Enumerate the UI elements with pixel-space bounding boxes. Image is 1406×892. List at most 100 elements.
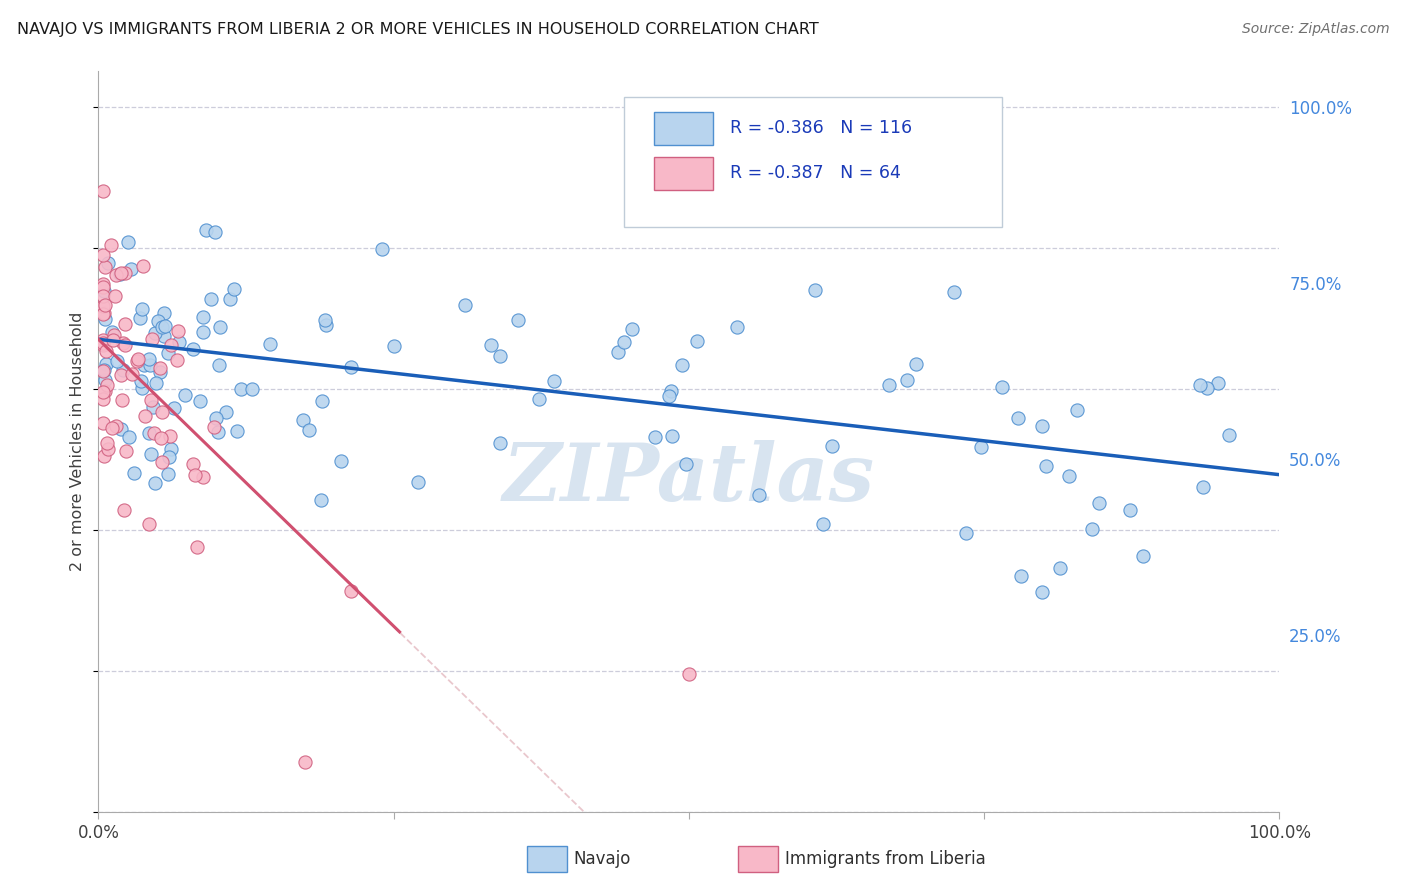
Point bbox=[314, 313, 336, 327]
Point bbox=[110, 422, 132, 436]
Point bbox=[91, 279, 114, 293]
Point bbox=[143, 326, 166, 340]
Text: Immigrants from Liberia: Immigrants from Liberia bbox=[785, 850, 986, 868]
FancyBboxPatch shape bbox=[654, 156, 713, 190]
Point bbox=[120, 261, 142, 276]
Point bbox=[114, 318, 136, 332]
Point bbox=[131, 302, 153, 317]
Point bbox=[330, 453, 353, 467]
Point bbox=[1080, 522, 1102, 536]
Point bbox=[100, 238, 122, 252]
Point bbox=[93, 384, 115, 399]
Point bbox=[309, 492, 332, 507]
Point bbox=[489, 349, 512, 363]
Point bbox=[155, 318, 177, 333]
Point bbox=[94, 298, 117, 312]
Point bbox=[149, 360, 172, 375]
Point bbox=[188, 394, 211, 409]
Point bbox=[91, 307, 114, 321]
Point bbox=[1049, 561, 1071, 575]
Point bbox=[1031, 419, 1053, 434]
Point bbox=[101, 421, 124, 435]
Point bbox=[142, 400, 165, 414]
Point bbox=[506, 312, 529, 326]
Point bbox=[159, 429, 181, 443]
Point bbox=[174, 388, 197, 402]
Point bbox=[131, 374, 153, 388]
Point bbox=[153, 305, 176, 319]
Point bbox=[93, 450, 115, 464]
Point bbox=[208, 319, 231, 334]
Point bbox=[184, 468, 207, 483]
Point bbox=[91, 392, 114, 406]
Point bbox=[661, 429, 683, 443]
Point bbox=[1035, 459, 1057, 474]
Point bbox=[621, 322, 644, 336]
Point bbox=[1206, 376, 1229, 390]
Point bbox=[207, 425, 229, 439]
Point bbox=[408, 475, 430, 489]
Y-axis label: 2 or more Vehicles in Household: 2 or more Vehicles in Household bbox=[70, 312, 86, 571]
Text: Source: ZipAtlas.com: Source: ZipAtlas.com bbox=[1241, 22, 1389, 37]
Point bbox=[527, 392, 550, 406]
Point bbox=[157, 345, 180, 359]
Point bbox=[678, 667, 700, 681]
Point bbox=[1031, 585, 1053, 599]
Point bbox=[132, 358, 155, 372]
Point bbox=[127, 353, 149, 368]
Point bbox=[93, 363, 115, 377]
Point bbox=[340, 583, 363, 598]
Point bbox=[103, 328, 125, 343]
Point bbox=[150, 405, 173, 419]
Point bbox=[955, 526, 977, 541]
Point bbox=[675, 457, 697, 471]
Point bbox=[91, 385, 114, 400]
Point bbox=[112, 362, 135, 376]
Point bbox=[139, 358, 162, 372]
Point bbox=[110, 368, 132, 383]
Point bbox=[94, 373, 117, 387]
Point bbox=[1007, 410, 1029, 425]
Point bbox=[225, 424, 247, 438]
Point bbox=[193, 470, 215, 484]
Point bbox=[489, 436, 512, 450]
Text: R = -0.386   N = 116: R = -0.386 N = 116 bbox=[730, 120, 912, 137]
Point bbox=[166, 352, 188, 367]
Point bbox=[453, 298, 475, 312]
Point bbox=[813, 516, 835, 531]
Point bbox=[613, 335, 636, 350]
Point bbox=[96, 378, 118, 392]
Point bbox=[94, 260, 117, 274]
Text: R = -0.387   N = 64: R = -0.387 N = 64 bbox=[730, 164, 901, 182]
Point bbox=[748, 488, 770, 502]
Point bbox=[118, 430, 141, 444]
Point bbox=[183, 342, 205, 356]
Point bbox=[311, 394, 333, 409]
Point bbox=[114, 338, 136, 352]
Point bbox=[138, 351, 160, 366]
Point bbox=[644, 430, 666, 444]
Point bbox=[91, 416, 114, 430]
Point bbox=[370, 242, 392, 256]
Point bbox=[162, 401, 184, 415]
Point bbox=[292, 413, 315, 427]
Point bbox=[93, 306, 115, 320]
Point bbox=[671, 358, 693, 372]
Point bbox=[146, 313, 169, 327]
Point bbox=[91, 364, 114, 378]
Point bbox=[105, 268, 128, 283]
Point bbox=[1066, 402, 1088, 417]
FancyBboxPatch shape bbox=[624, 97, 1002, 227]
Point bbox=[340, 359, 363, 374]
Point bbox=[91, 184, 114, 198]
Point bbox=[1088, 496, 1111, 510]
Point bbox=[315, 318, 337, 333]
Point bbox=[114, 266, 136, 280]
Point bbox=[134, 409, 156, 424]
Point bbox=[1189, 378, 1212, 392]
Point bbox=[202, 420, 225, 434]
Point bbox=[804, 283, 827, 297]
Point bbox=[91, 337, 114, 351]
Point bbox=[101, 325, 124, 339]
Text: ZIPatlas: ZIPatlas bbox=[503, 440, 875, 517]
